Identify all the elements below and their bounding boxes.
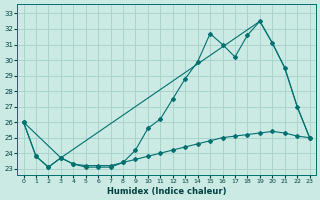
X-axis label: Humidex (Indice chaleur): Humidex (Indice chaleur): [107, 187, 226, 196]
